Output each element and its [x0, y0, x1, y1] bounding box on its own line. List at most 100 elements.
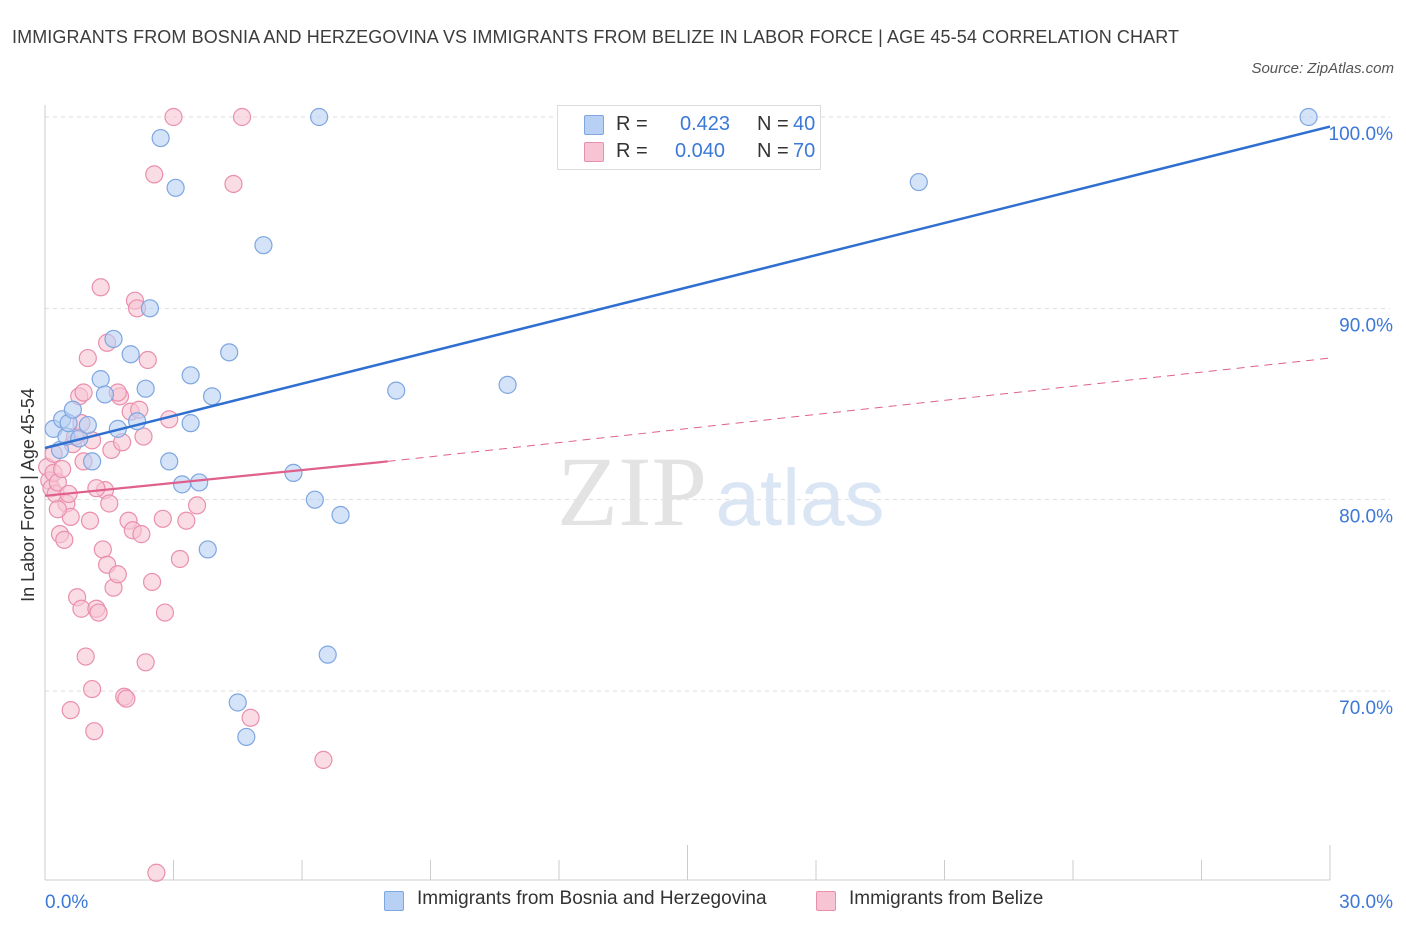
bosnia-point [160, 452, 179, 471]
belize-point [48, 500, 67, 519]
belize-point [136, 653, 155, 672]
bosnia-point [318, 645, 337, 664]
belize-point [147, 863, 166, 882]
bosnia-point [166, 178, 185, 197]
bosnia-point [498, 375, 517, 394]
x-tick-label: 0.0% [45, 892, 88, 913]
legend-r-label: R = [616, 113, 648, 135]
legend-r-value-belize: 0.040 [675, 140, 726, 162]
legend-swatch-bosnia [584, 115, 604, 135]
bosnia-point [121, 345, 140, 364]
bosnia-point [91, 370, 110, 389]
legend-swatch-belize [584, 142, 604, 162]
belize-point [232, 107, 252, 127]
bosnia-point [136, 379, 155, 398]
belize-point [241, 708, 260, 727]
y-tick-label: 70.0% [1339, 698, 1393, 719]
bottom-legend-label-belize: Immigrants from Belize [849, 888, 1044, 909]
legend-r-label: R = [616, 140, 648, 162]
chart-title: IMMIGRANTS FROM BOSNIA AND HERZEGOVINA V… [12, 27, 1180, 47]
belize-point [153, 509, 172, 528]
belize-point [224, 174, 243, 194]
belize-point [85, 722, 104, 741]
legend-n-label: N = [757, 140, 789, 162]
belize-point [187, 496, 207, 515]
y-tick-label: 100.0% [1329, 124, 1394, 145]
belize-trend-extrapolated [387, 357, 1331, 462]
belize-point [170, 549, 190, 569]
belize-point [108, 565, 127, 584]
watermark-zip: ZIP [557, 436, 707, 547]
y-tick-label: 90.0% [1339, 315, 1393, 336]
bosnia-point [181, 366, 200, 385]
bosnia-point [284, 463, 303, 482]
belize-point [100, 494, 119, 513]
bosnia-point [387, 381, 406, 400]
belize-point [177, 511, 196, 530]
belize-point [91, 278, 110, 297]
bosnia-point [95, 385, 115, 404]
legend-n-value-belize: 70 [793, 140, 816, 162]
bosnia-point [305, 490, 324, 509]
bosnia-point [78, 415, 97, 435]
belize-point [145, 165, 164, 184]
belize-point [93, 540, 112, 559]
y-axis-label: In Labor Force | Age 45-54 [18, 388, 38, 602]
belize-point [83, 679, 102, 699]
bosnia-point [228, 693, 247, 712]
belize-point [164, 107, 183, 127]
bosnia-point [151, 128, 170, 148]
bosnia-trend-line [44, 125, 1331, 450]
axis-layer: 100.0% 90.0% 80.0% 70.0% 0.0% 30.0% [44, 105, 1394, 913]
bosnia-point [202, 387, 222, 406]
watermark: ZIP atlas [557, 436, 884, 547]
belize-point [314, 750, 333, 769]
belize-point [74, 383, 93, 402]
belize-point [89, 603, 108, 622]
y-tick-label: 80.0% [1339, 507, 1393, 528]
bottom-legend-label-bosnia: Immigrants from Bosnia and Herzegovina [417, 888, 767, 909]
bottom-legend-swatch-belize [816, 891, 836, 911]
bosnia-point [198, 540, 217, 559]
belize-point [117, 689, 136, 708]
bosnia-point [83, 452, 102, 471]
bosnia-point [172, 475, 192, 494]
belize-point [138, 350, 157, 370]
bosnia-point [331, 505, 350, 525]
bosnia-point [237, 727, 256, 747]
belize-point [76, 647, 95, 666]
belize-point [87, 479, 106, 498]
bosnia-point [254, 236, 273, 255]
trend-layer [44, 125, 1331, 497]
belize-point [61, 701, 80, 720]
bosnia-point [181, 414, 200, 433]
points-layer [38, 107, 1318, 882]
belize-point [53, 459, 72, 479]
correlation-legend: R = 0.423 N = 40 R = 0.040 N = 70 [557, 105, 821, 170]
legend-r-value-bosnia: 0.423 [680, 113, 731, 135]
belize-point [55, 530, 74, 549]
legend-n-value-bosnia: 40 [793, 113, 816, 135]
belize-trend-line [44, 460, 388, 497]
belize-point [155, 603, 175, 622]
belize-point [132, 525, 151, 544]
watermark-atlas: atlas [716, 453, 885, 542]
bosnia-point [104, 329, 123, 349]
belize-point [80, 511, 100, 530]
bosnia-point [220, 343, 239, 362]
legend-n-label: N = [757, 113, 789, 135]
bottom-legend-swatch-bosnia [384, 891, 404, 911]
bosnia-point [909, 172, 928, 192]
belize-point [78, 348, 97, 368]
belize-point [134, 427, 153, 446]
bosnia-point [190, 473, 209, 492]
grid-layer [45, 116, 1390, 692]
source-credit: Source: ZipAtlas.com [1251, 60, 1394, 77]
belize-point [142, 572, 162, 592]
bosnia-point [310, 107, 329, 127]
x-tick-label: 30.0% [1339, 892, 1393, 913]
bosnia-point [140, 299, 160, 318]
bosnia-point [1299, 107, 1318, 127]
bosnia-point [63, 400, 82, 419]
